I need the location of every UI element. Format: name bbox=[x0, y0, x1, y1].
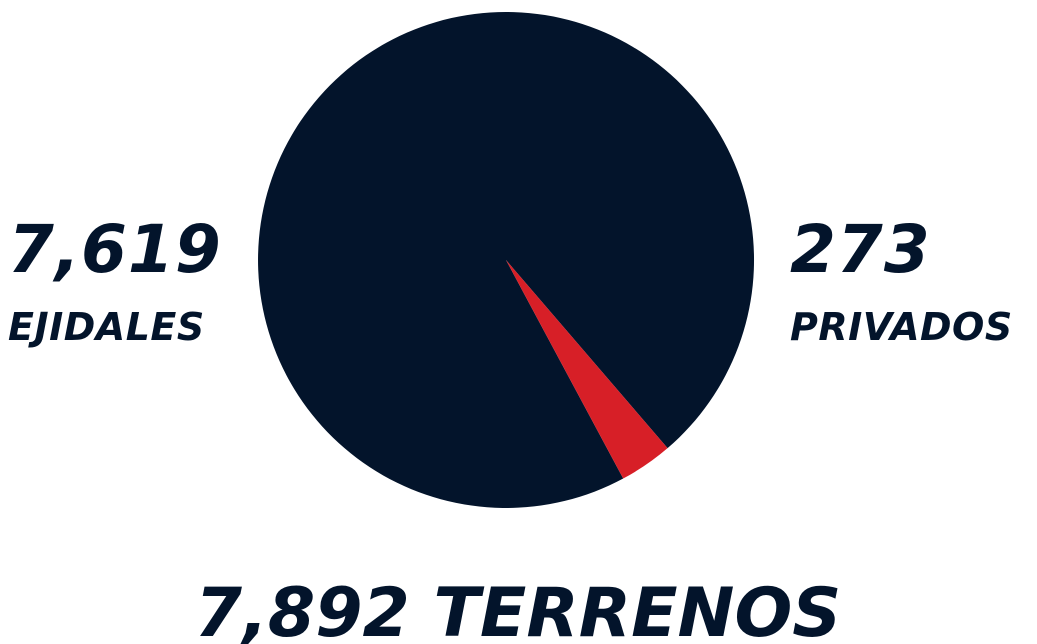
label-name-ejidales: EJIDALES bbox=[8, 305, 205, 349]
pie-slice-ejidales[interactable] bbox=[258, 11, 755, 508]
total-label: 7,892 TERRENOS bbox=[195, 574, 841, 644]
label-value-privados: 273 bbox=[790, 211, 931, 288]
label-name-privados: PRIVADOS bbox=[790, 305, 1013, 349]
pie-slice-privados[interactable] bbox=[506, 260, 668, 479]
label-value-ejidales: 7,619 bbox=[8, 211, 222, 288]
